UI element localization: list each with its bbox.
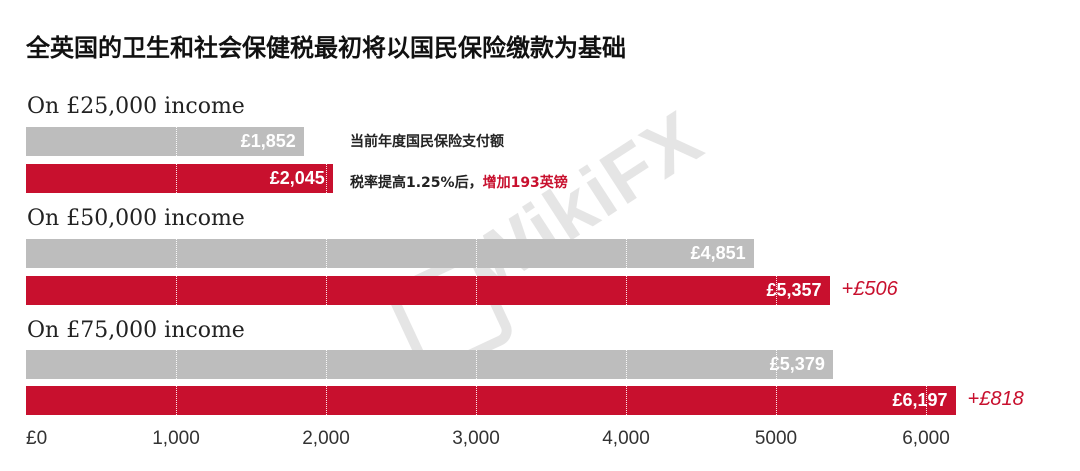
gridline (476, 350, 477, 379)
x-tick-label: 3,000 (452, 428, 500, 449)
category-label: On £75,000 income (27, 318, 245, 343)
x-tick-label: 1,000 (152, 428, 200, 449)
gridline (626, 350, 627, 379)
x-tick-label: 4,000 (602, 428, 650, 449)
gridline (776, 276, 777, 305)
bar-current: £4,851 (26, 239, 754, 268)
gridline (176, 239, 177, 268)
bar-value-label: £5,357 (766, 280, 822, 300)
gridline (176, 350, 177, 379)
x-tick-label: £0 (26, 428, 48, 449)
x-tick-label: 2,000 (302, 428, 350, 449)
gridline (326, 276, 327, 305)
gridline (626, 276, 627, 305)
gridline (176, 276, 177, 305)
bar-new: £5,357 (26, 276, 830, 305)
bar-value-label: £2,045 (269, 168, 325, 188)
bar-value-label: £1,852 (240, 131, 296, 151)
bar-value-label: £4,851 (690, 243, 746, 263)
bar-current: £5,379 (26, 350, 833, 379)
chart-title: 全英国的卫生和社会保健税最初将以国民保险缴款为基础 (26, 34, 626, 62)
gridline (776, 350, 777, 379)
gridline (926, 386, 927, 415)
gridline (326, 350, 327, 379)
gridline (476, 386, 477, 415)
gridline (326, 386, 327, 415)
category-label: On £50,000 income (27, 206, 245, 231)
bar-value-label: £5,379 (769, 354, 825, 374)
gridline (626, 239, 627, 268)
bar-value-label: £6,197 (892, 390, 948, 410)
gridline (326, 164, 327, 193)
gridline (476, 239, 477, 268)
bar-new: £6,197 (26, 386, 956, 415)
category-label: On £25,000 income (27, 94, 245, 119)
x-tick-label: 6,000 (902, 428, 950, 449)
gridline (176, 164, 177, 193)
gridline (626, 386, 627, 415)
legend-new-highlight: 增加193英镑 (482, 175, 568, 191)
gridline (326, 239, 327, 268)
bar-new: £2,045 (26, 164, 333, 193)
legend-new: 税率提高1.25%后，增加193英镑 (350, 172, 568, 192)
increase-label: +£818 (967, 388, 1024, 410)
x-tick-label: 5000 (754, 428, 798, 449)
gridline (176, 127, 177, 156)
legend-current: 当前年度国民保险支付额 (350, 134, 504, 150)
bar-current: £1,852 (26, 127, 304, 156)
gridline (176, 386, 177, 415)
legend-new-prefix: 税率提高1.25%后， (350, 175, 483, 191)
increase-label: +£506 (841, 278, 898, 300)
gridline (476, 276, 477, 305)
gridline (776, 386, 777, 415)
